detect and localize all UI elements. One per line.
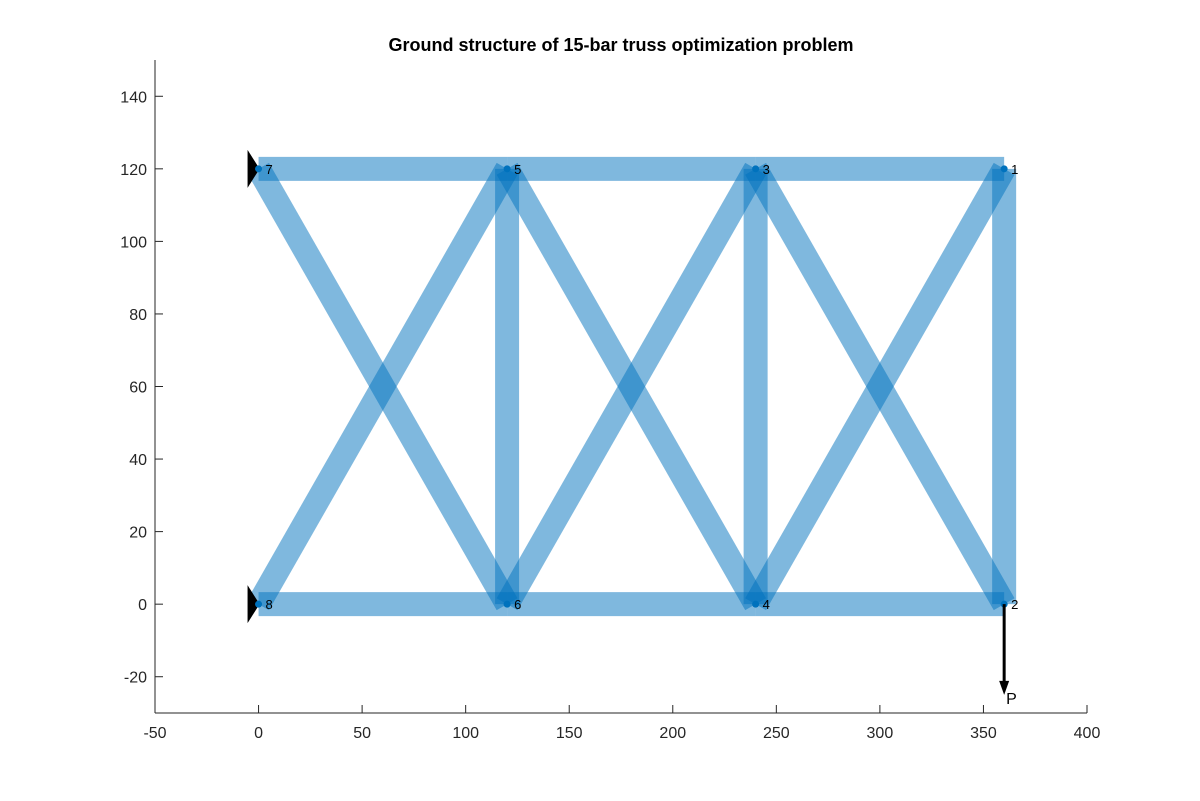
x-ticks: -50 0 50 100 150 200 250 300 350 400 [143,705,1100,742]
node-label: 5 [514,162,521,177]
y-tick-label: 20 [129,525,147,542]
node-marker [752,165,760,173]
node-label: 7 [266,162,273,177]
x-tick-label: 50 [353,725,371,742]
node-label: 1 [1011,162,1018,177]
y-ticks: -20 0 20 40 60 80 100 120 140 [120,89,163,687]
load-arrow-head [999,680,1010,695]
y-tick-label: 100 [120,234,147,251]
chart-title: Ground structure of 15-bar truss optimiz… [388,35,853,55]
x-tick-label: 250 [763,725,790,742]
node-label: 6 [514,597,521,612]
node-label: 4 [763,597,770,612]
y-tick-label: -20 [124,670,147,687]
x-tick-label: 400 [1074,725,1101,742]
truss-bar-8-5 [248,162,518,611]
node-marker [255,165,263,173]
truss-bar-4-1 [745,162,1015,611]
y-tick-label: 60 [129,380,147,397]
node-label: 3 [763,162,770,177]
node-label: 2 [1011,597,1018,612]
node-label: 8 [266,597,273,612]
support-triangle [247,149,260,188]
y-tick-label: 0 [138,597,147,614]
x-tick-label: 200 [659,725,686,742]
x-tick-label: 350 [970,725,997,742]
load-label: P [1006,691,1017,708]
y-tick-label: 120 [120,162,147,179]
truss-bars [248,156,1017,617]
node-marker [255,600,263,608]
truss-nodes: 1 2 3 4 5 6 7 8 [255,162,1018,612]
y-tick-label: 80 [129,307,147,324]
node-marker [503,600,511,608]
y-tick-label: 40 [129,452,147,469]
supports [247,149,260,624]
x-tick-label: 150 [556,725,583,742]
x-tick-label: -50 [143,725,166,742]
truss-bar-6-3 [496,162,767,611]
load-arrow: P [999,604,1017,708]
node-marker [503,165,511,173]
node-marker [752,600,760,608]
y-tick-label: 140 [120,89,147,106]
support-triangle [247,585,260,624]
x-tick-label: 100 [452,725,479,742]
node-marker [1000,165,1008,173]
x-tick-label: 300 [867,725,894,742]
x-tick-label: 0 [254,725,263,742]
